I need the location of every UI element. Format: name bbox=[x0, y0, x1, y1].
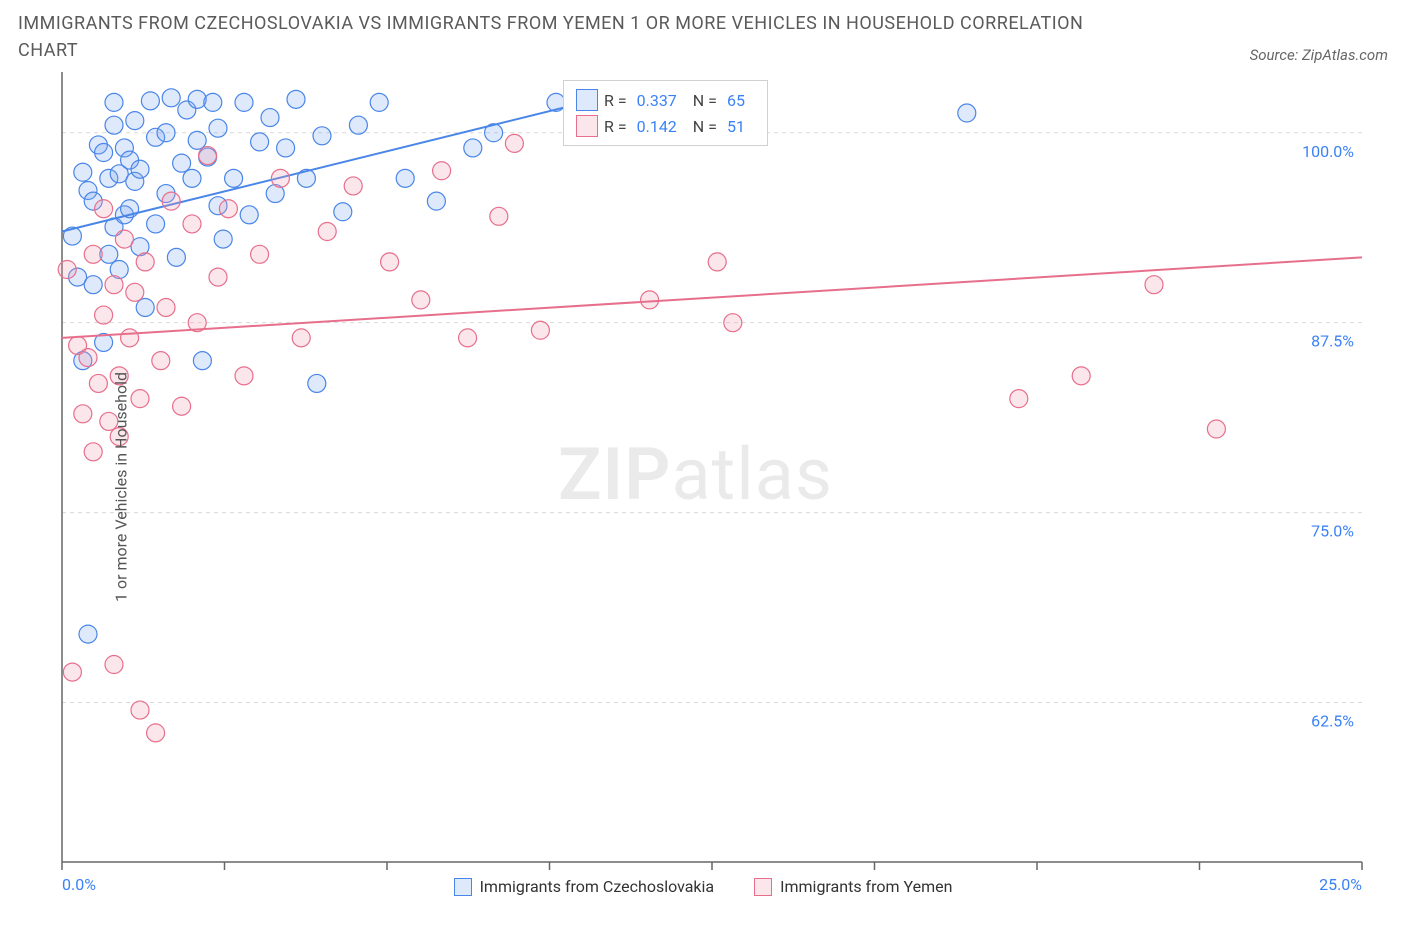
chart-container: 1 or more Vehicles in Household 62.5% 75.… bbox=[18, 72, 1388, 902]
svg-text:75.0%: 75.0% bbox=[1311, 522, 1354, 541]
svg-text:100.0%: 100.0% bbox=[1302, 142, 1354, 161]
svg-text:87.5%: 87.5% bbox=[1311, 332, 1354, 351]
correlation-legend: R =0.337N =65R =0.142N =51 bbox=[563, 80, 768, 146]
chart-title: IMMIGRANTS FROM CZECHOSLOVAKIA VS IMMIGR… bbox=[18, 10, 1118, 64]
legend-row: R =0.142N =51 bbox=[576, 113, 755, 139]
series-legend: Immigrants from Czechoslovakia Immigrants… bbox=[18, 877, 1388, 896]
legend-item: Immigrants from Czechoslovakia bbox=[454, 877, 715, 896]
legend-row: R =0.337N =65 bbox=[576, 87, 755, 113]
y-axis-label: 1 or more Vehicles in Household bbox=[112, 372, 131, 602]
legend-item: Immigrants from Yemen bbox=[754, 877, 952, 896]
scatter-chart: 62.5%75.0%87.5%100.0%0.0%25.0% bbox=[18, 72, 1388, 902]
source-attribution: Source: ZipAtlas.com bbox=[1250, 46, 1388, 64]
svg-text:62.5%: 62.5% bbox=[1311, 711, 1354, 730]
